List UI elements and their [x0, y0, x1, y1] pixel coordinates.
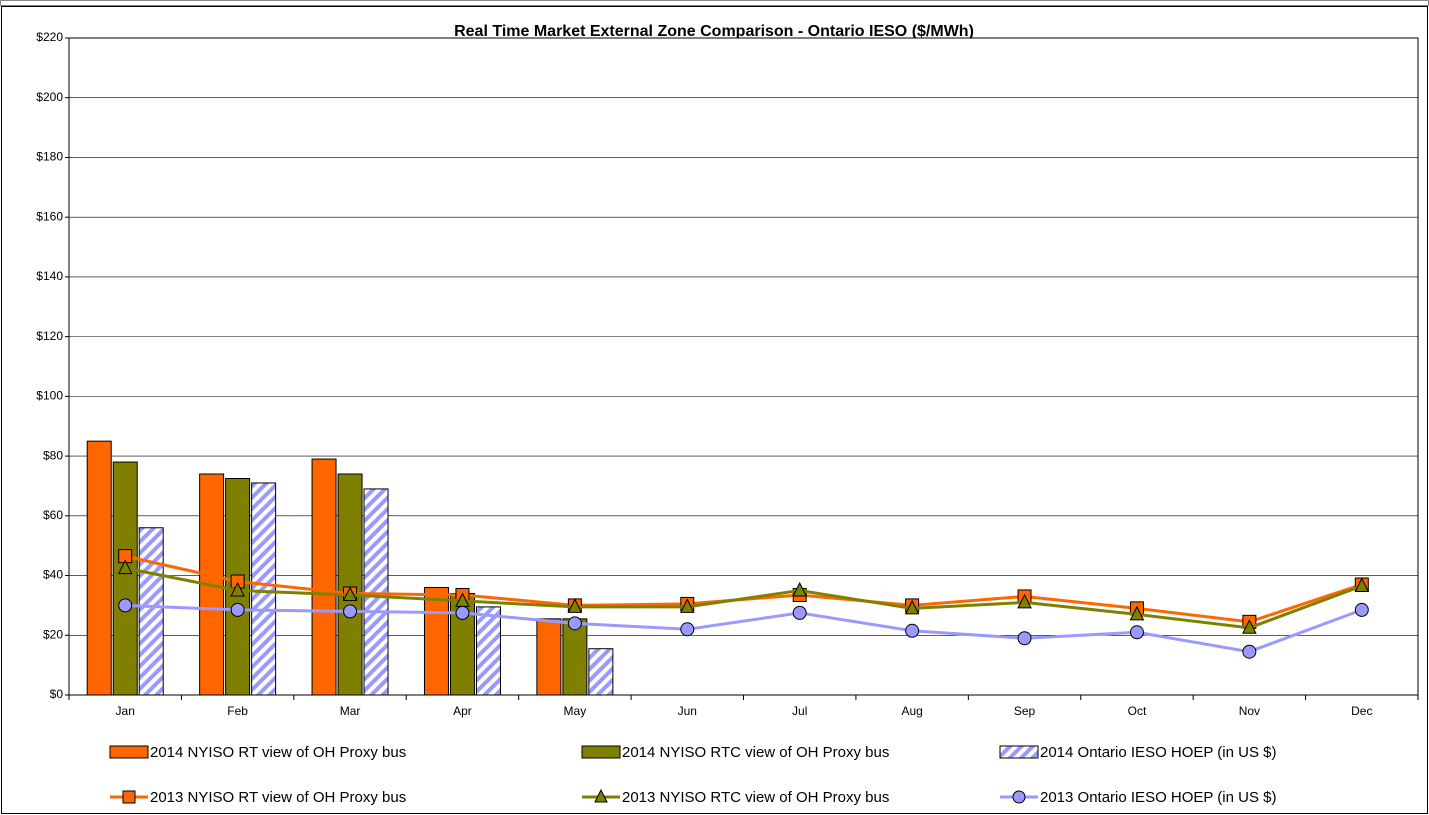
legend-label: 2013 Ontario IESO HOEP (in US $) — [1040, 789, 1277, 806]
line-marker — [1242, 619, 1257, 634]
x-tick-label: Jan — [116, 704, 135, 718]
line-marker — [1354, 602, 1369, 617]
bar — [363, 488, 389, 696]
bar — [475, 606, 501, 696]
x-tick-label: Mar — [340, 704, 361, 718]
line-marker — [343, 604, 358, 619]
line — [124, 566, 1363, 630]
y-tick-label: $160 — [36, 209, 63, 223]
line-marker — [679, 598, 695, 613]
x-tick-label: Sep — [1014, 704, 1036, 718]
y-tick-label: $40 — [43, 568, 63, 582]
bar — [337, 473, 363, 696]
line-marker — [230, 602, 245, 617]
line-marker — [455, 605, 470, 620]
bar — [86, 440, 112, 696]
x-tick-label: Apr — [453, 704, 472, 718]
y-tick-label: $0 — [50, 687, 64, 701]
line-marker — [567, 598, 583, 613]
line-marker — [342, 586, 358, 601]
bar — [138, 527, 164, 696]
x-tick-label: Aug — [901, 704, 922, 718]
x-tick-label: Oct — [1128, 704, 1147, 718]
y-tick-label: $120 — [36, 329, 63, 343]
legend-label: 2014 NYISO RTC view of OH Proxy bus — [622, 744, 889, 761]
x-tick-label: Jul — [792, 704, 807, 718]
x-tick-label: Feb — [227, 704, 248, 718]
legend-label: 2014 NYISO RT view of OH Proxy bus — [150, 744, 406, 761]
line-marker — [1017, 631, 1032, 646]
legend-marker — [594, 788, 608, 803]
line — [125, 603, 1363, 654]
y-tick-label: $140 — [36, 269, 63, 283]
line-marker — [1129, 625, 1144, 640]
line-marker — [904, 599, 920, 615]
y-tick-label: $180 — [36, 150, 63, 164]
legend-label: 2013 NYISO RT view of OH Proxy bus — [150, 789, 406, 806]
legend-swatch — [999, 745, 1039, 759]
line-marker — [1017, 593, 1032, 609]
plot-area — [68, 37, 1419, 696]
chart-title: Real Time Market External Zone Compariso… — [454, 23, 974, 40]
line-marker — [792, 581, 808, 597]
x-tick-label: May — [564, 704, 587, 718]
legend-swatch — [109, 745, 149, 759]
line-marker — [792, 605, 807, 620]
legend-marker — [122, 790, 136, 804]
y-tick-label: $100 — [36, 389, 63, 403]
line-marker — [1129, 605, 1145, 621]
line-marker — [1354, 577, 1370, 592]
bar — [588, 648, 614, 696]
bar — [311, 458, 337, 696]
legend-swatch — [581, 745, 621, 759]
line-marker — [905, 623, 920, 638]
y-tick-label: $200 — [36, 90, 63, 104]
x-tick-label: Nov — [1239, 704, 1260, 718]
x-tick-label: Dec — [1351, 704, 1372, 718]
bar — [536, 618, 562, 696]
x-tick-label: Jun — [678, 704, 697, 718]
bar — [251, 482, 277, 696]
line-marker — [230, 581, 245, 597]
legend-marker — [1012, 790, 1026, 804]
y-tick-label: $220 — [36, 30, 63, 44]
legend-label: 2013 NYISO RTC view of OH Proxy bus — [622, 789, 889, 806]
y-tick-label: $80 — [43, 448, 63, 462]
line-marker — [680, 622, 695, 637]
line-marker — [567, 616, 582, 631]
line-marker — [118, 598, 133, 613]
line-marker — [117, 559, 133, 575]
bar — [112, 461, 138, 696]
line-marker — [1242, 644, 1257, 659]
y-tick-label: $60 — [43, 508, 63, 522]
legend-label: 2014 Ontario IESO HOEP (in US $) — [1040, 744, 1277, 761]
y-tick-label: $20 — [43, 627, 63, 641]
window-strip — [0, 0, 1429, 6]
bar — [423, 586, 449, 696]
